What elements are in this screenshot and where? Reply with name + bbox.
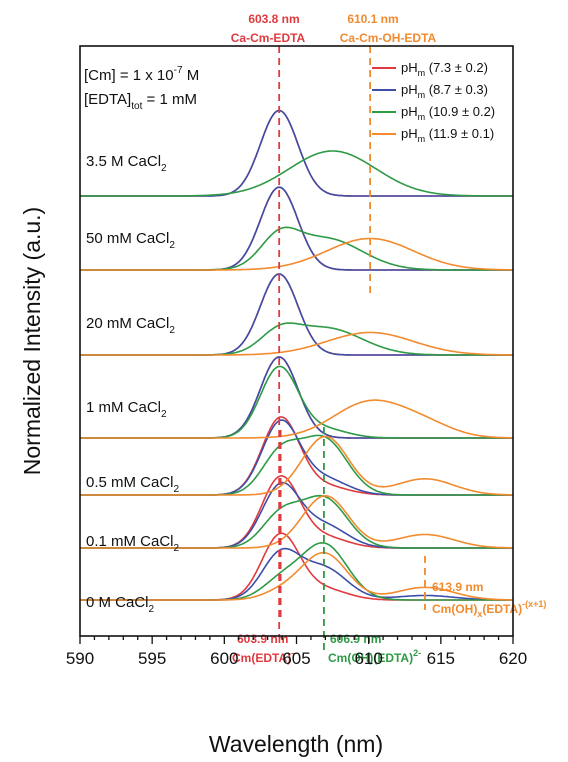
trace-1-mm-cacl2-3 [80, 399, 514, 439]
condition-labels: 0 M CaCl2 0.1 mM CaCl2 0.5 mM CaCl2 1 mM Ca… [86, 153, 180, 615]
peak-annotation-603-8-wavelength: 603.8 nm [248, 12, 299, 26]
peak-annotation-603-8-species: Ca-Cm-EDTA [231, 31, 306, 45]
y-axis-title: Normalized Intensity (a.u.) [19, 207, 45, 475]
x-axis-title: Wavelength (nm) [209, 731, 383, 757]
legend: pHm (7.3 ± 0.2) pHm (8.7 ± 0.3) pHm (10.9 … [372, 60, 495, 144]
legend-entry: pHm (8.7 ± 0.3) [401, 82, 488, 100]
peak-annotation-610-1-species: Ca-Cm-OH-EDTA [340, 31, 437, 45]
trace-0-5-mm-cacl2-3 [80, 435, 513, 496]
peak-annotation-603-9-species: Cm(EDTA)- [232, 648, 294, 665]
x-tick-label: 610 [354, 649, 382, 668]
legend-entry: pHm (7.3 ± 0.2) [401, 60, 488, 78]
peak-annotation-606-9-wavelength: 606.9 nm [330, 632, 381, 646]
x-axis: 590 595 600 605 610 615 620 [66, 636, 527, 668]
x-tick-label: 615 [427, 649, 455, 668]
condition-label: 0 M CaCl2 [86, 594, 155, 615]
cm-concentration: [Cm] = 1 x 10-7 M [84, 65, 199, 84]
legend-entry: pHm (10.9 ± 0.2) [401, 104, 495, 122]
experiment-conditions: [Cm] = 1 x 10-7 M [EDTA]tot = 1 mM [84, 65, 199, 112]
peak-annotation-603-9-wavelength: 603.9 nm [237, 632, 288, 646]
x-tick-label: 590 [66, 649, 94, 668]
trace-0-1-mm-cacl2-3 [80, 494, 513, 549]
peak-position-lines [278, 46, 426, 650]
x-tick-label: 595 [138, 649, 166, 668]
peak-annotation-613-9-species: Cm(OH)x(EDTA)-(x+1) [432, 599, 546, 619]
annotations: 603.8 nm Ca-Cm-EDTA 610.1 nm Ca-Cm-OH-ED… [231, 12, 547, 665]
trace-3-5-m-cacl2-2 [80, 150, 513, 197]
legend-entry: pHm (11.9 ± 0.1) [401, 126, 494, 144]
spectral-traces [80, 109, 514, 601]
trace-20-mm-cacl2-3 [80, 331, 513, 356]
condition-label: 1 mM CaCl2 [86, 399, 167, 420]
peak-annotation-610-1-wavelength: 610.1 nm [347, 12, 398, 26]
trace-50-mm-cacl2-3 [80, 237, 514, 271]
trace-50-mm-cacl2-0 [80, 186, 513, 271]
condition-label: 0.5 mM CaCl2 [86, 474, 180, 495]
trace-0-m-cacl2-3 [80, 551, 513, 601]
x-tick-label: 620 [499, 649, 527, 668]
trace-50-mm-cacl2-1 [80, 186, 513, 271]
x-tick-label: 600 [210, 649, 238, 668]
edta-concentration: [EDTA]tot = 1 mM [84, 91, 197, 112]
condition-label: 0.1 mM CaCl2 [86, 533, 180, 554]
peak-annotation-613-9-wavelength: 613.9 nm [432, 580, 483, 594]
condition-label: 3.5 M CaCl2 [86, 153, 167, 174]
x-tick-label: 605 [282, 649, 310, 668]
condition-label: 50 mM CaCl2 [86, 230, 175, 251]
condition-label: 20 mM CaCl2 [86, 315, 175, 336]
peak-annotation-606-9-species: Cm(OH)(EDTA)2- [328, 648, 421, 665]
